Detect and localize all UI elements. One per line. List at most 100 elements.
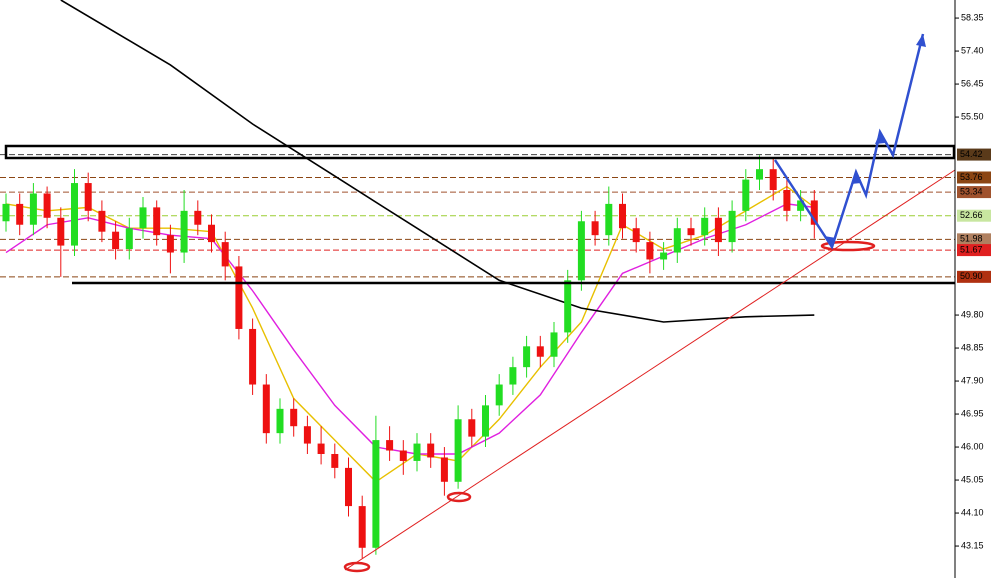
candle-body <box>468 419 476 437</box>
candle-body <box>536 346 544 357</box>
level-label-bg <box>957 148 991 161</box>
candle-body <box>577 221 585 281</box>
candle-body <box>166 235 174 253</box>
level-label: 51.67 <box>960 244 983 254</box>
moving-average <box>60 0 815 323</box>
candle-body <box>591 221 599 236</box>
candle-body <box>495 384 503 406</box>
annotations <box>4 33 956 573</box>
y-tick-label: 46.00 <box>961 441 984 451</box>
y-tick-label: 44.10 <box>961 507 984 517</box>
candle-body <box>125 228 133 250</box>
trend-line <box>344 169 956 571</box>
candle-body <box>769 169 777 191</box>
candle-body <box>29 193 37 225</box>
candle-body <box>262 384 270 434</box>
y-tick-label: 46.95 <box>961 408 984 418</box>
candle-body <box>112 231 120 250</box>
y-tick-label: 47.90 <box>961 375 984 385</box>
candle-body <box>687 228 695 236</box>
arrow-head <box>875 132 885 144</box>
candle-body <box>16 203 24 225</box>
level-label: 52.66 <box>960 210 983 220</box>
candle-body <box>797 200 805 211</box>
candle-body <box>742 179 750 211</box>
candle-body <box>98 210 106 232</box>
candle-body <box>413 443 421 461</box>
y-tick-label: 48.85 <box>961 342 984 352</box>
low-marker <box>343 561 371 573</box>
candle-body <box>358 506 366 548</box>
arrow-head <box>824 236 836 247</box>
candle-body <box>180 210 188 253</box>
plot-area <box>0 0 955 559</box>
arrow-head <box>916 34 926 47</box>
y-tick-label: 56.45 <box>961 78 984 88</box>
candle-body <box>427 443 435 458</box>
candle-body <box>454 419 462 482</box>
resistance-box <box>4 144 956 160</box>
candle-body <box>673 228 681 253</box>
candle-body <box>290 408 298 427</box>
level-label: 54.42 <box>960 149 983 159</box>
candle-body <box>153 207 161 236</box>
candle-body <box>728 210 736 243</box>
level-label: 50.90 <box>960 271 983 281</box>
y-tick-label: 58.35 <box>961 12 984 22</box>
candle-body <box>372 440 380 548</box>
candle-body <box>783 190 791 211</box>
candle-body <box>701 217 709 236</box>
level-label-bg <box>957 233 991 246</box>
candle-body <box>345 467 352 507</box>
level-label-bg <box>957 244 991 257</box>
level-label-bg <box>957 171 991 184</box>
candle-body <box>714 217 722 243</box>
arrow-head <box>851 172 861 184</box>
low-marker <box>446 491 472 503</box>
y-tick-label: 55.50 <box>961 111 984 121</box>
candle-body <box>317 443 325 454</box>
candle-body <box>139 207 147 229</box>
candle-body <box>440 457 448 482</box>
candle-body <box>208 224 215 243</box>
candle-body <box>276 408 284 434</box>
candle-body <box>249 328 257 385</box>
candle-body <box>194 210 202 225</box>
candle-body <box>84 183 92 211</box>
candle-body <box>756 169 763 180</box>
target-marker <box>820 240 876 252</box>
level-label: 53.76 <box>960 172 983 182</box>
level-label-bg <box>957 186 991 199</box>
candle-body <box>810 200 818 225</box>
candle-body <box>303 426 311 444</box>
candle-body <box>632 228 640 243</box>
candle-body <box>331 453 339 468</box>
candle-body <box>523 346 531 368</box>
y-tick-label: 45.05 <box>961 474 984 484</box>
candle-body <box>619 203 626 229</box>
candle-body <box>550 332 558 357</box>
level-label: 53.34 <box>960 186 983 196</box>
y-tick-label: 43.15 <box>961 540 984 550</box>
level-label-bg <box>957 270 991 283</box>
candle-body <box>386 440 394 451</box>
candle-body <box>646 242 654 260</box>
level-label: 51.98 <box>960 234 983 244</box>
candle-body <box>2 203 10 222</box>
candle-body <box>509 367 517 385</box>
axis-labels: 58.35 57.40 56.45 55.50 49.80 48.85 47.90 46.95… <box>955 12 991 550</box>
candle-body <box>399 450 407 461</box>
candle-body <box>564 280 572 333</box>
candle-body <box>57 217 65 246</box>
level-label-bg <box>957 209 991 222</box>
candle-body <box>71 183 78 246</box>
candle-body <box>660 252 668 260</box>
candle-body <box>482 405 489 437</box>
y-tick-label: 49.80 <box>961 309 984 319</box>
candle-body <box>43 193 51 218</box>
candle-body <box>221 242 229 267</box>
candle-body <box>605 203 613 236</box>
y-tick-label: 57.40 <box>961 45 984 55</box>
